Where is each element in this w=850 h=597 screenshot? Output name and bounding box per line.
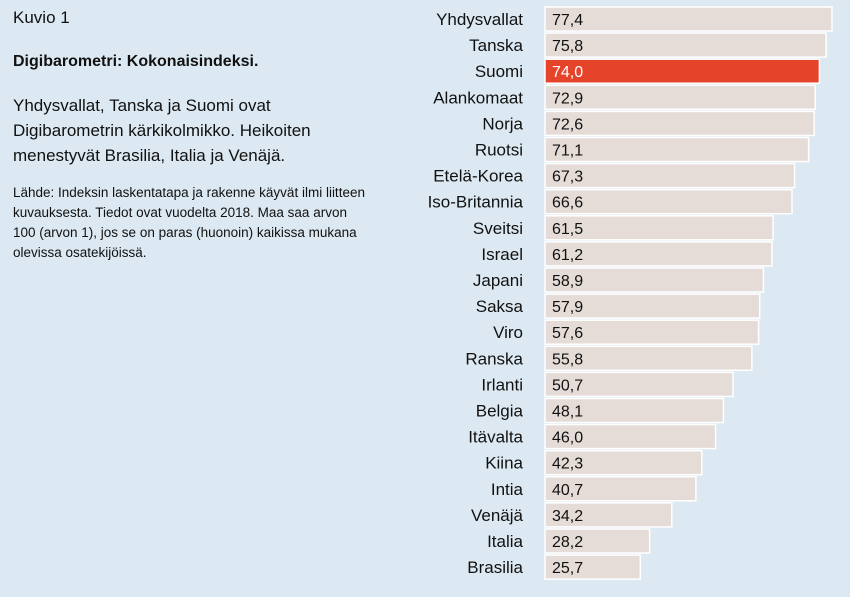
category-label: Viro (493, 323, 523, 342)
bar-saksa (544, 293, 761, 319)
category-label: Sveitsi (473, 219, 523, 238)
bar-etelä-korea (544, 162, 796, 189)
value-label: 48,1 (552, 404, 583, 421)
category-label: Intia (491, 480, 524, 499)
chart-summary: Yhdysvallat, Tanska ja Suomi ovat Digiba… (13, 96, 311, 165)
bar-italia (544, 528, 651, 554)
bar-tanska (544, 32, 827, 58)
bar-japani (544, 267, 765, 293)
bar-belgia (544, 397, 725, 424)
bar-norja (544, 110, 815, 137)
bar-venäjä (544, 502, 673, 528)
category-label: Iso-Britannia (428, 193, 524, 212)
value-label: 72,6 (552, 116, 583, 133)
category-label: Suomi (475, 62, 523, 81)
category-label: Etelä-Korea (433, 167, 523, 186)
bar-kiina (544, 449, 703, 476)
chart-title: Digibarometri: Kokonaisindeksi. (13, 53, 259, 70)
category-label: Yhdysvallat (436, 10, 523, 29)
value-label: 61,2 (552, 247, 583, 264)
value-label: 55,8 (552, 351, 583, 368)
value-label: 40,7 (552, 482, 583, 499)
category-label: Belgia (476, 402, 524, 421)
bar-israel (544, 241, 773, 267)
bar-ruotsi (544, 136, 810, 163)
category-label: Alankomaat (433, 88, 523, 107)
category-label: Italia (487, 532, 523, 551)
bar-iso-britannia (544, 188, 793, 215)
bar-intia (544, 476, 697, 502)
category-label: Kiina (485, 454, 523, 473)
value-label: 25,7 (552, 560, 583, 577)
category-label: Israel (481, 245, 523, 264)
value-label: 72,9 (552, 90, 583, 107)
bar-yhdysvallat (544, 6, 833, 32)
value-label: 75,8 (552, 38, 583, 55)
category-label: Irlanti (481, 375, 523, 394)
bar-alankomaat (544, 84, 817, 111)
category-label: Brasilia (467, 558, 523, 577)
value-label: 50,7 (552, 377, 583, 394)
value-label: 28,2 (552, 534, 583, 551)
category-label: Tanska (469, 36, 523, 55)
value-label: 34,2 (552, 508, 583, 525)
text-panel: Kuvio 1 Digibarometri: Kokonaisindeksi. … (13, 8, 373, 263)
value-label: 46,0 (552, 430, 583, 447)
category-label: Japani (473, 271, 523, 290)
bar-ranska (544, 345, 753, 372)
category-label: Saksa (476, 297, 524, 316)
value-label: 57,9 (552, 299, 583, 316)
bar-irlanti (544, 371, 734, 398)
value-label: 57,6 (552, 325, 583, 342)
bar-viro (544, 319, 760, 345)
category-label: Ranska (465, 349, 523, 368)
category-label: Norja (482, 114, 523, 133)
category-label: Itävalta (468, 428, 523, 447)
bar-itävalta (544, 423, 717, 450)
value-label: 74,0 (552, 64, 583, 81)
value-label: 58,9 (552, 273, 583, 290)
value-label: 61,5 (552, 221, 583, 238)
value-label: 67,3 (552, 169, 583, 186)
value-label: 42,3 (552, 456, 583, 473)
category-label: Venäjä (471, 506, 524, 525)
chart-source-note: Lähde: Indeksin laskentatapa ja rakenne … (13, 185, 365, 260)
value-label: 77,4 (552, 12, 583, 29)
bar-suomi (544, 58, 821, 84)
bar-brasilia (544, 554, 642, 580)
figure-label: Kuvio 1 (13, 8, 70, 27)
category-label: Ruotsi (475, 141, 523, 160)
value-label: 71,1 (552, 143, 583, 160)
bar-sveitsi (544, 215, 774, 241)
value-label: 66,6 (552, 195, 583, 212)
